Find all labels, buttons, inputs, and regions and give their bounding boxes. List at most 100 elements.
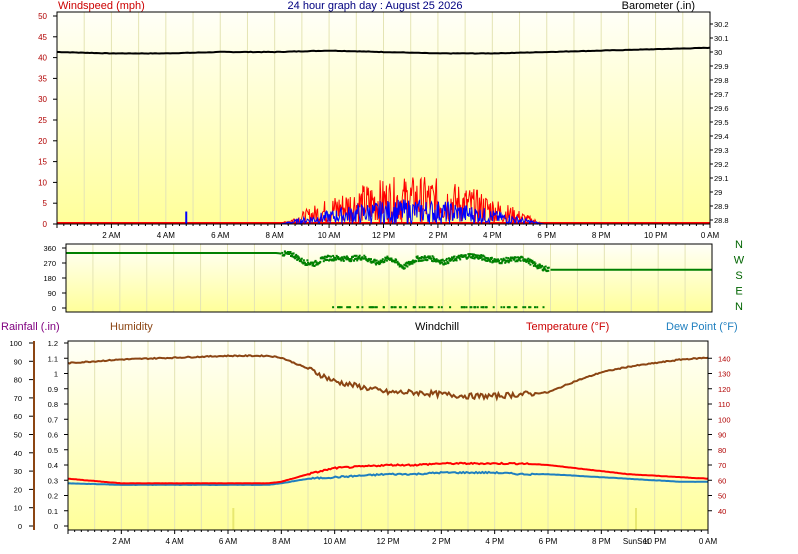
wind-direction-point — [532, 264, 535, 267]
wind-direction-point — [444, 262, 447, 265]
wind-direction-point — [500, 258, 503, 261]
wind-direction-point — [528, 258, 531, 261]
wind-direction-point — [396, 260, 399, 263]
wind-direction-point — [421, 259, 424, 262]
wind-direction-point — [483, 255, 486, 258]
wind-x-tick-label: 0 AM — [701, 231, 720, 240]
wind-direction-point — [390, 257, 393, 260]
wind-direction-point — [423, 255, 426, 258]
wind-direction-point — [502, 257, 505, 260]
wind-direction-point — [408, 262, 411, 265]
wind-direction-point — [412, 306, 415, 309]
wind-direction-point — [385, 256, 388, 259]
wind-direction-point — [529, 259, 532, 262]
wind-direction-point — [469, 253, 472, 256]
wind-direction-point — [374, 259, 377, 262]
wind-direction-point — [423, 306, 426, 309]
wind-direction-point — [463, 255, 466, 258]
humidity-y-tick-label: 90 — [14, 357, 22, 366]
wind-y-tick-label: 15 — [38, 158, 47, 167]
humidity-axis-bar — [33, 341, 35, 530]
wind-x-tick-label: 10 PM — [644, 231, 667, 240]
wind-direction-point — [339, 258, 342, 261]
temp-y-tick-label: 90 — [718, 431, 726, 440]
wind-direction-point — [534, 262, 537, 265]
wind-direction-point — [476, 306, 479, 309]
wind-direction-point — [519, 259, 522, 262]
humidity-y-tick-label: 60 — [14, 412, 22, 421]
wind-direction-point — [472, 255, 474, 258]
compass-label: E — [735, 286, 742, 298]
compass-label: S — [735, 270, 742, 282]
baro-y-tick-label: 29.2 — [714, 160, 729, 169]
wind-direction-point — [460, 254, 463, 257]
rain-y-tick-label: 0 — [54, 522, 58, 531]
humidity-y-tick-label: 100 — [9, 339, 22, 348]
wind-y-tick-label: 40 — [38, 54, 47, 63]
rainfall-label: Rainfall (.in) — [1, 321, 60, 333]
wind-direction-point — [486, 260, 489, 262]
rain-y-tick-label: 1.1 — [48, 354, 58, 363]
wind-y-tick-label: 0 — [43, 220, 48, 229]
wind-direction-point — [432, 256, 435, 259]
wind-direction-point — [484, 259, 487, 262]
wind-direction-point — [291, 255, 294, 258]
wind-direction-point — [459, 258, 462, 261]
wind-direction-point — [458, 257, 461, 259]
wind-direction-point — [300, 257, 303, 260]
wind-direction-point — [290, 255, 292, 257]
wind-direction-point — [400, 264, 403, 267]
wind-direction-point — [458, 254, 461, 257]
wind-direction-point — [382, 306, 385, 309]
wind-direction-point — [514, 260, 517, 263]
wind-direction-point — [416, 255, 419, 258]
wind-direction-point — [373, 258, 376, 261]
wind-y-tick-label: 25 — [38, 116, 47, 125]
direction-y-tick-label: 360 — [43, 244, 56, 253]
wind-direction-point — [312, 261, 315, 264]
wind-direction-point — [500, 306, 503, 309]
wind-direction-point — [453, 255, 456, 258]
wind-direction-point — [490, 258, 493, 261]
wind-direction-point — [464, 254, 467, 257]
wind-direction-point — [340, 259, 343, 262]
wind-direction-point — [467, 255, 470, 258]
wind-direction-point — [482, 258, 485, 261]
wind-direction-point — [353, 259, 356, 262]
rain-y-tick-label: 0.8 — [48, 400, 58, 409]
wind-direction-point — [394, 261, 397, 264]
baro-y-tick-label: 28.8 — [714, 216, 729, 225]
wind-direction-point — [510, 259, 513, 262]
wind-direction-point — [405, 264, 408, 267]
wind-direction-point — [516, 260, 519, 263]
wind-direction-point — [290, 252, 293, 255]
wind-x-tick-label: 6 AM — [211, 231, 230, 240]
wind-direction-point — [500, 262, 503, 265]
wind-direction-point — [493, 258, 496, 261]
temp-x-tick-label: 2 AM — [112, 537, 131, 546]
wind-direction-point — [411, 262, 414, 265]
wind-direction-point — [294, 257, 297, 260]
wind-direction-point — [335, 254, 338, 257]
wind-direction-point — [350, 257, 353, 260]
wind-direction-point — [295, 256, 298, 259]
wind-direction-point — [529, 306, 532, 309]
wind-direction-point — [322, 257, 325, 260]
wind-direction-point — [341, 256, 344, 259]
wind-y-tick-label: 10 — [38, 178, 47, 187]
wind-direction-point — [480, 306, 483, 309]
wind-direction-point — [507, 257, 510, 260]
baro-y-tick-label: 30 — [714, 48, 722, 57]
temp-x-tick-label: 10 PM — [643, 537, 666, 546]
wind-direction-point — [397, 263, 400, 266]
compass-label: W — [734, 255, 745, 267]
wind-direction-point — [542, 269, 545, 272]
humidity-y-tick-label: 20 — [14, 485, 22, 494]
wind-direction-point — [428, 306, 431, 309]
baro-y-tick-label: 29.1 — [714, 174, 729, 183]
wind-direction-point — [383, 259, 386, 262]
wind-direction-point — [542, 306, 545, 309]
temp-x-tick-label: 10 AM — [323, 537, 346, 546]
wind-direction-point — [374, 306, 377, 309]
wind-direction-point — [536, 265, 538, 268]
